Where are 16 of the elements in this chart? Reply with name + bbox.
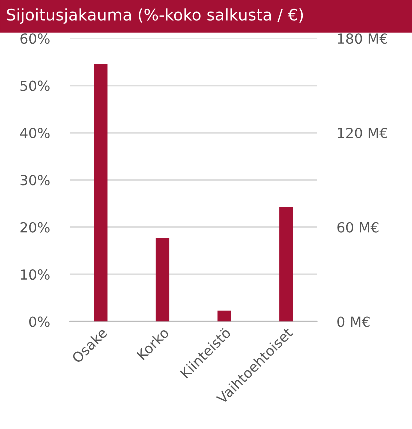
y-tick-label: 50% [20, 80, 50, 92]
y2-tick-label: 120 M€ [338, 128, 388, 138]
y2-tick-label: 60 M€ [338, 222, 379, 233]
y-tick-label: 30% [20, 175, 50, 186]
y2-tick-label: 180 M€ [338, 34, 388, 44]
chart-title: Sijoitusjakauma (%-koko salkusta / €) [7, 8, 304, 24]
y-tick-label: 10% [21, 270, 50, 280]
y-tick-label: 0% [29, 316, 50, 328]
y-tick-label: 40% [20, 128, 50, 138]
bar [156, 238, 170, 322]
bar [218, 310, 232, 322]
y-tick-label: 60% [20, 34, 50, 44]
bar [280, 208, 294, 322]
bar [94, 64, 108, 322]
y-tick-label: 20% [20, 222, 50, 233]
y2-tick-label: 0 M€ [338, 316, 370, 328]
